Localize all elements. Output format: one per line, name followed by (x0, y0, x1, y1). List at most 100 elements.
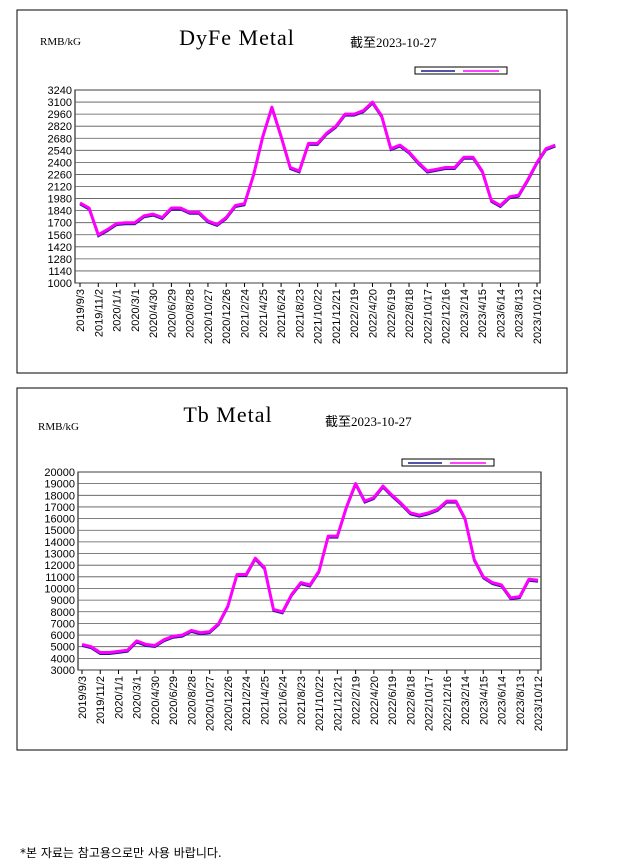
x-tick-label: 2020/3/1 (130, 289, 142, 332)
footnote: *본 자료는 참고용으로만 사용 바랍니다. (20, 846, 222, 860)
y-tick-label: 3100 (48, 97, 72, 109)
x-tick-label: 2022/10/17 (422, 289, 434, 344)
y-tick-label: 1560 (48, 230, 72, 242)
x-tick-label: 2020/8/28 (186, 676, 198, 725)
x-tick-label: 2021/4/25 (259, 676, 271, 725)
x-tick-label: 2020/10/27 (205, 676, 217, 731)
y-tick-label: 1420 (48, 242, 72, 254)
y-tick-label: 1700 (48, 218, 72, 230)
x-tick-label: 2019/9/3 (75, 289, 87, 332)
x-tick-label: 2021/12/21 (331, 289, 343, 344)
y-tick-label: 17000 (44, 502, 75, 514)
y-tick-label: 15000 (44, 525, 75, 537)
y-tick-label: 2400 (48, 157, 72, 169)
x-tick-label: 2020/6/29 (168, 676, 180, 725)
y-tick-label: 3000 (51, 665, 75, 677)
chart-subtitle: 截至2023-10-27 (325, 414, 412, 429)
x-tick-label: 2021/2/24 (241, 676, 253, 725)
x-tick-label: 2020/6/29 (166, 289, 178, 338)
x-tick-label: 2019/9/3 (77, 676, 89, 719)
x-tick-label: 2020/10/27 (203, 289, 215, 344)
x-tick-label: 2021/8/23 (294, 289, 306, 338)
y-tick-label: 19000 (44, 479, 75, 491)
x-tick-label: 2022/2/19 (351, 676, 363, 725)
x-tick-label: 2023/6/14 (495, 289, 507, 338)
y-axis-label: RMB/kG (38, 421, 79, 433)
x-tick-label: 2021/12/21 (332, 676, 344, 731)
x-tick-label: 2021/6/24 (278, 676, 290, 725)
x-tick-label: 2023/8/13 (515, 676, 527, 725)
x-tick-label: 2021/8/23 (296, 676, 308, 725)
line (81, 482, 539, 654)
x-tick-label: 2020/12/26 (221, 289, 233, 344)
line (79, 100, 556, 237)
y-tick-label: 4000 (51, 653, 75, 665)
y-tick-label: 10000 (44, 583, 75, 595)
x-tick-label: 2023/6/14 (497, 676, 509, 725)
x-tick-label: 2022/8/18 (405, 676, 417, 725)
x-tick-label: 2023/4/15 (477, 289, 489, 338)
x-tick-label: 2022/8/18 (404, 289, 416, 338)
x-tick-label: 2022/6/19 (386, 289, 398, 338)
x-tick-label: 2022/4/20 (369, 676, 381, 725)
x-tick-label: 2022/2/19 (349, 289, 361, 338)
x-tick-label: 2020/1/1 (112, 289, 124, 332)
y-tick-label: 13000 (44, 549, 75, 561)
legend-box (401, 458, 495, 467)
x-tick-label: 2022/4/20 (367, 289, 379, 338)
y-tick-label: 3240 (48, 85, 72, 97)
x-tick-label: 2023/10/12 (533, 676, 545, 731)
y-tick-label: 1000 (48, 278, 72, 290)
y-tick-label: 2680 (48, 133, 72, 145)
x-tick-label: 2019/11/2 (95, 676, 107, 724)
x-tick-label: 2023/2/14 (460, 676, 472, 725)
y-tick-label: 1140 (48, 266, 72, 278)
y-axis-label: RMB/kG (40, 36, 81, 48)
chart-subtitle: 截至2023-10-27 (350, 35, 437, 50)
y-tick-label: 16000 (44, 514, 75, 526)
x-tick-label: 2022/12/16 (441, 289, 453, 344)
y-tick-label: 2260 (48, 169, 72, 181)
x-tick-label: 2021/10/22 (314, 676, 326, 731)
y-tick-label: 2820 (48, 121, 72, 133)
x-tick-label: 2022/10/17 (424, 676, 436, 731)
x-tick-label: 2020/1/1 (113, 676, 125, 719)
y-tick-label: 5000 (51, 642, 75, 654)
y-tick-label: 12000 (44, 560, 75, 572)
x-tick-label: 2020/3/1 (132, 676, 144, 719)
x-tick-label: 2021/4/25 (258, 289, 270, 338)
y-tick-label: 14000 (44, 537, 75, 549)
x-tick-label: 2020/12/26 (223, 676, 235, 731)
y-tick-label: 1840 (48, 206, 72, 218)
y-tick-label: 18000 (44, 490, 75, 502)
x-tick-label: 2022/12/16 (442, 676, 454, 731)
y-tick-label: 20000 (44, 467, 75, 479)
y-tick-label: 7000 (51, 618, 75, 630)
x-tick-label: 2023/2/14 (459, 289, 471, 338)
y-tick-label: 2120 (48, 182, 72, 194)
legend-box (414, 66, 508, 75)
chart-title: DyFe Metal (179, 25, 295, 50)
x-tick-label: 2020/4/30 (150, 676, 162, 725)
y-tick-label: 1280 (48, 254, 72, 266)
y-tick-label: 8000 (51, 607, 75, 619)
y-tick-label: 2960 (48, 109, 72, 121)
x-tick-label: 2022/6/19 (387, 676, 399, 725)
x-tick-label: 2023/10/12 (532, 289, 544, 344)
x-tick-label: 2021/6/24 (276, 289, 288, 338)
y-tick-label: 11000 (45, 572, 75, 584)
x-tick-label: 2021/2/24 (240, 289, 252, 338)
y-tick-label: 2540 (48, 145, 72, 157)
y-tick-label: 9000 (51, 595, 75, 607)
chart-title: Tb Metal (183, 402, 272, 427)
x-tick-label: 2020/8/28 (185, 289, 197, 338)
x-tick-label: 2020/4/30 (148, 289, 160, 338)
x-tick-label: 2019/11/2 (93, 289, 105, 337)
x-tick-label: 2021/10/22 (313, 289, 325, 344)
x-tick-label: 2023/8/13 (514, 289, 526, 338)
chart-frame (16, 387, 568, 751)
y-tick-label: 6000 (51, 630, 75, 642)
y-tick-label: 1980 (48, 194, 72, 206)
